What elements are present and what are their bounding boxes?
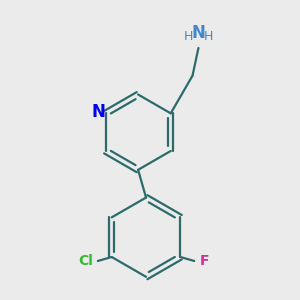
Text: H: H (184, 30, 193, 43)
Text: N: N (191, 24, 206, 42)
Text: Cl: Cl (79, 254, 93, 268)
Text: F: F (200, 254, 209, 268)
Text: H: H (204, 30, 213, 43)
Text: N: N (92, 103, 106, 122)
